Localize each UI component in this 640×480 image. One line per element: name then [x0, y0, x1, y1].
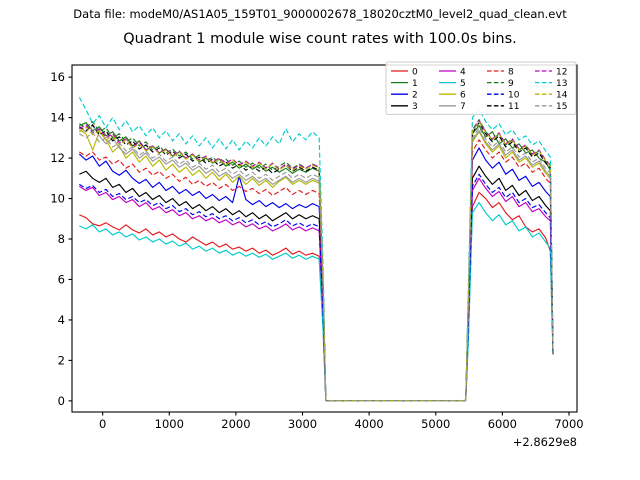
y-tick-label: 16 [50, 70, 65, 84]
x-axis-offset-label: +2.8629e8 [513, 435, 577, 449]
series-line-2 [78, 147, 554, 402]
legend-label-15: 15 [556, 102, 567, 112]
legend-label-7: 7 [460, 102, 466, 112]
x-tick-label: 6000 [488, 417, 517, 431]
legend-label-9: 9 [508, 79, 514, 89]
y-tick-label: 2 [58, 353, 65, 367]
legend-label-1: 1 [412, 79, 418, 89]
figure-suptitle: Data file: modeM0/AS1A05_159T01_90000026… [73, 7, 567, 21]
x-tick-label: 2000 [221, 417, 250, 431]
y-tick-label: 14 [50, 111, 65, 125]
legend-label-3: 3 [412, 102, 418, 112]
series-line-0 [79, 191, 554, 402]
x-tick-label: 3000 [288, 417, 317, 431]
plot-axes: 0 1000 2000 3000 4000 5000 6000 7000 0246810121… [50, 61, 584, 449]
y-tick-label: 12 [50, 151, 65, 165]
x-tick-label: 7000 [554, 417, 583, 431]
y-tick-label: 0 [58, 394, 65, 408]
series-line-4 [79, 177, 554, 402]
legend-label-5: 5 [460, 79, 466, 89]
series-line-13 [78, 97, 554, 402]
y-tick-label: 6 [58, 272, 65, 286]
y-tick-label: 8 [58, 232, 65, 246]
series-group [78, 97, 554, 402]
legend-label-11: 11 [508, 102, 519, 112]
legend-label-13: 13 [556, 79, 567, 89]
x-tick-label: 1000 [155, 417, 184, 431]
legend-label-10: 10 [508, 91, 520, 101]
y-tick-label: 10 [50, 192, 65, 206]
series-line-5 [79, 202, 554, 402]
legend-label-2: 2 [412, 91, 418, 101]
y-tick-label: 4 [58, 313, 65, 327]
x-tick-label: 0 [99, 417, 106, 431]
legend-label-8: 8 [508, 67, 514, 77]
series-line-15 [79, 127, 554, 402]
series-line-8 [79, 139, 554, 402]
series-line-11 [79, 122, 554, 402]
x-tick-label: 5000 [421, 417, 450, 431]
legend-label-12: 12 [556, 67, 567, 77]
legend-label-4: 4 [460, 67, 466, 77]
x-tick-label: 4000 [354, 417, 383, 431]
x-axis-ticks: 0 1000 2000 3000 4000 5000 6000 7000 [99, 412, 584, 431]
legend-frame [385, 61, 577, 115]
series-line-10 [79, 173, 554, 402]
series-line-1 [79, 122, 554, 402]
legend-label-6: 6 [460, 91, 466, 101]
legend-label-14: 14 [556, 91, 568, 101]
series-line-3 [79, 165, 554, 402]
legend-label-0: 0 [412, 67, 418, 77]
axes-title: Quadrant 1 module wise count rates with … [123, 31, 517, 47]
y-axis-ticks: 0 2 4 6 8 10 12 14 16 [50, 70, 72, 408]
